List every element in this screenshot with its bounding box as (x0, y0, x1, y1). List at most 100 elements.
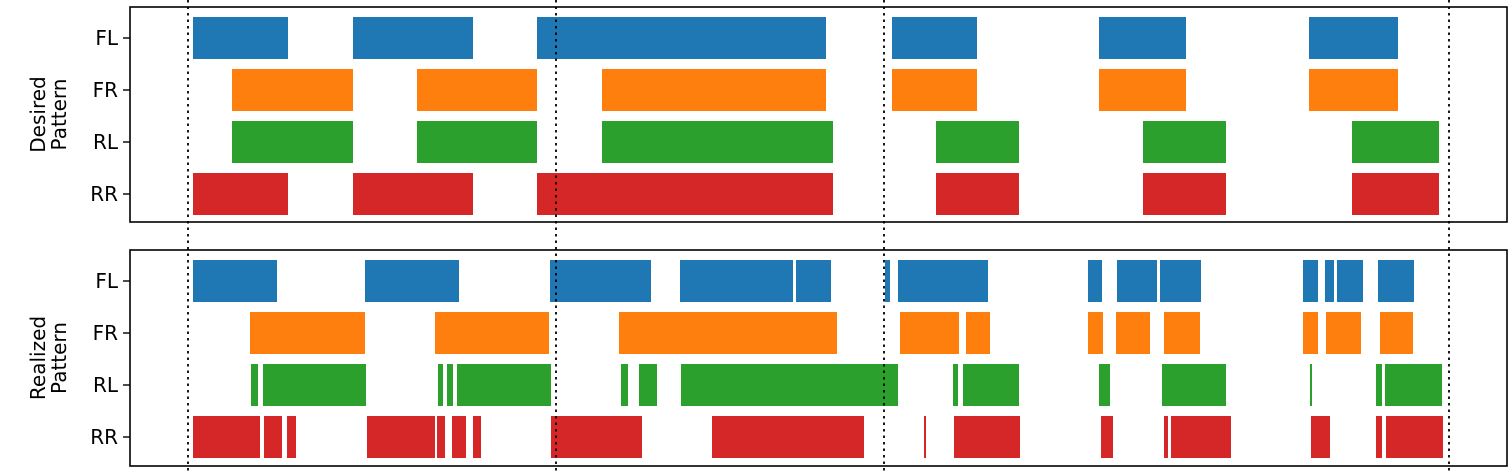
bar-fr-4 (1099, 69, 1186, 111)
bar-rr-3 (936, 173, 1019, 215)
desired-pattern-panel: FL FR RL RR DesiredPattern (26, 6, 1508, 223)
bar-rl-3 (447, 364, 453, 406)
y-tick-label-rr: RR (90, 182, 118, 206)
bar-rr-0 (193, 173, 288, 215)
plot-frame (129, 249, 1508, 467)
y-tick-label-fr: FR (93, 78, 119, 102)
bar-fl-0 (193, 260, 277, 302)
bar-rr-1 (353, 173, 473, 215)
bar-fr-3 (900, 312, 959, 354)
bar-rl-10 (1099, 364, 1110, 406)
bar-rl-7 (681, 364, 898, 406)
bar-rr-3 (367, 416, 435, 458)
bar-fl-0 (193, 17, 288, 59)
bar-rr-4 (1143, 173, 1226, 215)
bar-rl-3 (936, 121, 1019, 163)
bar-fl-1 (353, 17, 473, 59)
bar-fr-2 (619, 312, 837, 354)
bar-rr-15 (1376, 416, 1382, 458)
bar-rr-9 (924, 416, 926, 458)
y-tick-label-rr: RR (90, 425, 118, 449)
bar-rl-8 (953, 364, 958, 406)
bar-fl-1 (365, 260, 459, 302)
bar-fl-2 (550, 260, 651, 302)
bar-rr-13 (1171, 416, 1231, 458)
y-tick-label-fl: FL (95, 269, 119, 293)
bar-rl-4 (1143, 121, 1226, 163)
plot-frame (129, 6, 1508, 223)
bar-rl-14 (1385, 364, 1442, 406)
bar-rl-11 (1162, 364, 1226, 406)
bar-fr-8 (1303, 312, 1318, 354)
bar-rl-4 (457, 364, 551, 406)
bar-rr-2 (287, 416, 296, 458)
bar-fr-1 (417, 69, 537, 111)
bar-fl-11 (1325, 260, 1334, 302)
bar-fl-4 (1099, 17, 1186, 59)
bar-rl-2 (602, 121, 833, 163)
y-axis-label: DesiredPattern (26, 76, 71, 152)
bar-rr-0 (193, 416, 260, 458)
bar-rr-10 (954, 416, 1020, 458)
bar-rl-6 (639, 364, 657, 406)
bar-fl-2 (537, 17, 826, 59)
bar-rr-6 (473, 416, 481, 458)
bar-fl-3 (892, 17, 977, 59)
bar-fr-2 (602, 69, 826, 111)
bar-fr-5 (1088, 312, 1103, 354)
bar-fr-4 (966, 312, 990, 354)
y-axis-label: RealizedPattern (26, 316, 71, 400)
bar-fr-9 (1326, 312, 1361, 354)
bar-rr-5 (1352, 173, 1439, 215)
bar-rr-12 (1164, 416, 1168, 458)
bar-fl-5 (885, 260, 890, 302)
bar-fr-3 (892, 69, 977, 111)
bar-rr-14 (1311, 416, 1330, 458)
bar-rr-4 (437, 416, 445, 458)
bar-rl-1 (417, 121, 537, 163)
bar-rl-12 (1310, 364, 1312, 406)
bar-fr-5 (1309, 69, 1398, 111)
bar-fr-0 (250, 312, 365, 354)
bar-rl-1 (263, 364, 366, 406)
y-tick-label-rl: RL (93, 373, 119, 397)
realized-pattern-panel: FL FR RL RR RealizedPattern (26, 249, 1508, 467)
bar-fr-6 (1116, 312, 1150, 354)
bar-fr-7 (1164, 312, 1200, 354)
bar-fr-10 (1380, 312, 1413, 354)
bar-fl-13 (1378, 260, 1414, 302)
bar-fl-7 (1088, 260, 1102, 302)
y-tick-label-fl: FL (95, 26, 119, 50)
bar-rr-16 (1386, 416, 1443, 458)
bar-rr-8 (712, 416, 864, 458)
bar-fl-5 (1309, 17, 1398, 59)
bar-fl-12 (1337, 260, 1363, 302)
bar-fl-8 (1117, 260, 1157, 302)
y-axis-label-line: Realized (26, 316, 50, 400)
bar-rl-0 (232, 121, 353, 163)
bar-fr-0 (232, 69, 353, 111)
bar-fl-3 (680, 260, 793, 302)
y-axis-label-line: Desired (26, 76, 50, 152)
bar-fl-4 (796, 260, 831, 302)
y-tick-label-fr: FR (93, 321, 119, 345)
bar-rl-5 (621, 364, 628, 406)
bar-fr-1 (435, 312, 549, 354)
bar-fl-9 (1160, 260, 1201, 302)
bar-rl-13 (1376, 364, 1382, 406)
bar-rr-5 (452, 416, 466, 458)
y-axis-label-line: Pattern (47, 322, 71, 394)
bar-rl-9 (963, 364, 1019, 406)
bar-rr-11 (1101, 416, 1113, 458)
bar-rr-1 (264, 416, 282, 458)
bar-rl-0 (251, 364, 258, 406)
bar-rr-2 (537, 173, 833, 215)
y-axis-label-line: Pattern (47, 79, 71, 151)
bar-rl-5 (1352, 121, 1439, 163)
bar-rr-7 (551, 416, 642, 458)
bar-rl-2 (438, 364, 443, 406)
bar-fl-6 (898, 260, 988, 302)
y-tick-label-rl: RL (93, 130, 119, 154)
bar-fl-10 (1303, 260, 1318, 302)
